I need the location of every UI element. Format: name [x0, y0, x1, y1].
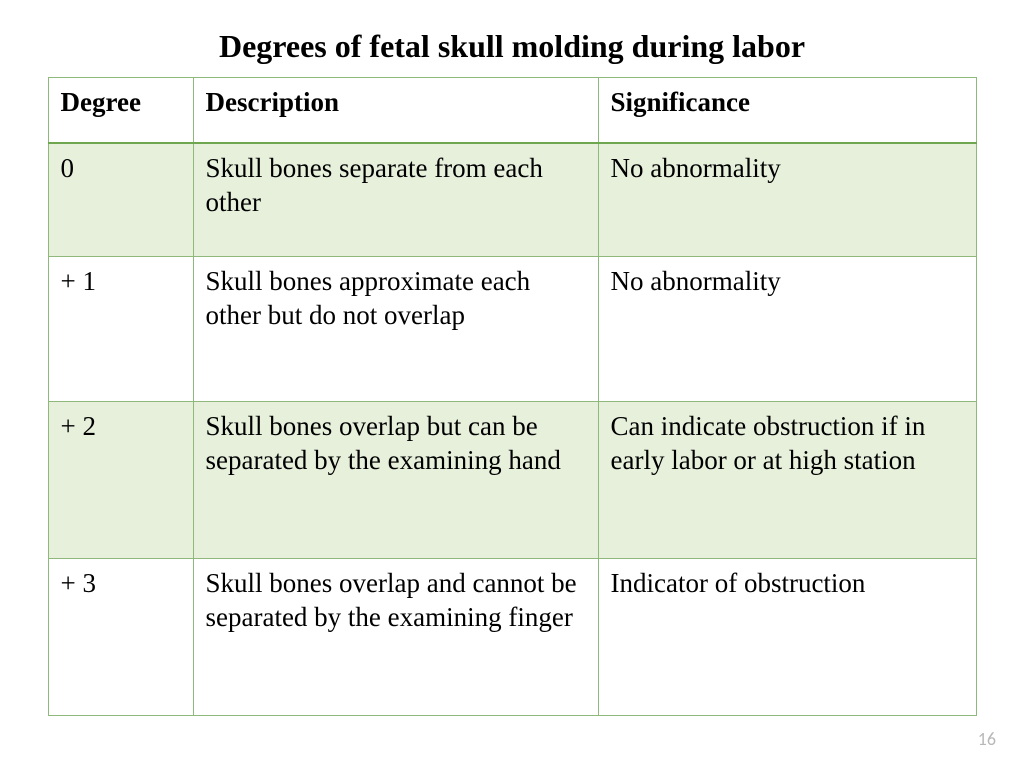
cell-description: Skull bones overlap but can be separated… — [193, 402, 598, 559]
cell-degree: + 1 — [48, 257, 193, 402]
col-header-description: Description — [193, 78, 598, 144]
molding-table: Degree Description Significance 0 Skull … — [48, 77, 977, 716]
cell-significance: Indicator of obstruction — [598, 559, 976, 716]
table-row: 0 Skull bones separate from each other N… — [48, 143, 976, 257]
slide-title: Degrees of fetal skull molding during la… — [0, 0, 1024, 77]
table-row: + 1 Skull bones approximate each other b… — [48, 257, 976, 402]
cell-significance: No abnormality — [598, 143, 976, 257]
table-row: + 3 Skull bones overlap and cannot be se… — [48, 559, 976, 716]
cell-description: Skull bones approximate each other but d… — [193, 257, 598, 402]
slide: Degrees of fetal skull molding during la… — [0, 0, 1024, 768]
col-header-degree: Degree — [48, 78, 193, 144]
table-header-row: Degree Description Significance — [48, 78, 976, 144]
cell-significance: No abnormality — [598, 257, 976, 402]
cell-degree: 0 — [48, 143, 193, 257]
cell-description: Skull bones separate from each other — [193, 143, 598, 257]
table-row: + 2 Skull bones overlap but can be separ… — [48, 402, 976, 559]
page-number: 16 — [978, 728, 996, 750]
cell-significance: Can indicate obstruction if in early lab… — [598, 402, 976, 559]
cell-degree: + 2 — [48, 402, 193, 559]
col-header-significance: Significance — [598, 78, 976, 144]
cell-degree: + 3 — [48, 559, 193, 716]
cell-description: Skull bones overlap and cannot be separa… — [193, 559, 598, 716]
